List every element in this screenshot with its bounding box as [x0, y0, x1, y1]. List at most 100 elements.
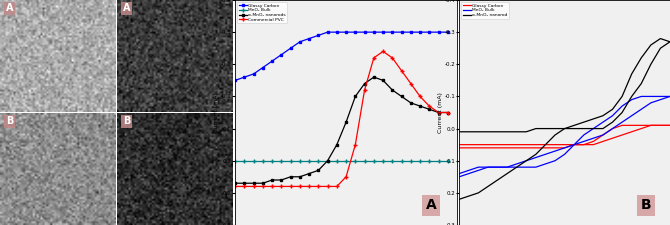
Commercial PVC [351, 143, 359, 146]
α-MnO₂ nanorods [444, 111, 452, 114]
Glassy Carbon [314, 34, 322, 37]
α-MnO₂ nanorods [360, 82, 369, 85]
MnO₂ Bulk [407, 159, 415, 162]
MnO₂ Bulk [324, 159, 332, 162]
Commercial PVC [314, 185, 322, 188]
MnO₂ Bulk [666, 95, 670, 98]
Text: B: B [6, 116, 13, 126]
MnO₂ Bulk [231, 159, 239, 162]
α-MnO₂ nanorods [277, 179, 285, 181]
Glassy Carbon [370, 31, 378, 34]
MnO₂ Bulk [541, 163, 549, 165]
MnO₂ Bulk [370, 159, 378, 162]
MnO₂ Bulk [351, 159, 359, 162]
α-MnO₂ nanorod [541, 143, 549, 146]
MnO₂ Bulk [570, 143, 578, 146]
Glassy Carbon [259, 66, 267, 69]
Text: A: A [6, 3, 13, 13]
MnO₂ Bulk [580, 134, 588, 136]
α-MnO₂ nanorod [532, 153, 540, 156]
α-MnO₂ nanorod [637, 56, 645, 59]
Glassy Carbon [474, 143, 482, 146]
α-MnO₂ nanorod [599, 114, 607, 117]
MnO₂ Bulk [513, 166, 521, 169]
Glassy Carbon [241, 76, 249, 79]
Glassy Carbon [305, 37, 313, 40]
α-MnO₂ nanorods [287, 176, 295, 178]
α-MnO₂ nanorods [435, 111, 443, 114]
MnO₂ Bulk [444, 159, 452, 162]
Glassy Carbon [231, 79, 239, 82]
Glassy Carbon [277, 53, 285, 56]
Line: MnO₂ Bulk: MnO₂ Bulk [459, 97, 670, 173]
MnO₂ Bulk [503, 166, 511, 169]
Text: A: A [123, 3, 131, 13]
MnO₂ Bulk [465, 169, 473, 172]
Commercial PVC [259, 185, 267, 188]
Commercial PVC [397, 69, 405, 72]
Glassy Carbon [351, 31, 359, 34]
α-MnO₂ nanorods [407, 101, 415, 104]
MnO₂ Bulk [268, 159, 276, 162]
α-MnO₂ nanorods [342, 121, 350, 124]
Y-axis label: Current (mA): Current (mA) [438, 92, 443, 133]
Glassy Carbon [484, 143, 492, 146]
α-MnO₂ nanorods [241, 182, 249, 184]
Glassy Carbon [379, 31, 387, 34]
Glassy Carbon [647, 124, 655, 127]
Glassy Carbon [628, 124, 636, 127]
MnO₂ Bulk [250, 159, 258, 162]
Glassy Carbon [268, 60, 276, 62]
α-MnO₂ nanorod [628, 73, 636, 75]
α-MnO₂ nanorods [268, 179, 276, 181]
MnO₂ Bulk [333, 159, 341, 162]
MnO₂ Bulk [523, 166, 531, 169]
α-MnO₂ nanorod [666, 40, 670, 43]
MnO₂ Bulk [425, 159, 433, 162]
Glassy Carbon [580, 143, 588, 146]
α-MnO₂ nanorod [551, 134, 559, 136]
MnO₂ Bulk [657, 95, 665, 98]
α-MnO₂ nanorod [590, 118, 598, 120]
Commercial PVC [250, 185, 258, 188]
Commercial PVC [305, 185, 313, 188]
MnO₂ Bulk [277, 159, 285, 162]
Commercial PVC [379, 50, 387, 53]
Glassy Carbon [287, 47, 295, 50]
Glassy Carbon [389, 31, 397, 34]
α-MnO₂ nanorod [657, 37, 665, 40]
Legend: Glassy Carbon, MnO₂ Bulk, α-MnO₂ nanorods, Commercial PVC: Glassy Carbon, MnO₂ Bulk, α-MnO₂ nanorod… [237, 2, 287, 23]
Line: MnO₂ Bulk: MnO₂ Bulk [233, 159, 450, 163]
Line: α-MnO₂ nanorods: α-MnO₂ nanorods [234, 76, 449, 184]
MnO₂ Bulk [474, 166, 482, 169]
Commercial PVC [435, 111, 443, 114]
α-MnO₂ nanorods [379, 79, 387, 82]
MnO₂ Bulk [287, 159, 295, 162]
α-MnO₂ nanorods [259, 182, 267, 184]
MnO₂ Bulk [379, 159, 387, 162]
α-MnO₂ nanorod [474, 191, 482, 194]
α-MnO₂ nanorod [647, 44, 655, 46]
Glassy Carbon [333, 31, 341, 34]
α-MnO₂ nanorod [580, 121, 588, 124]
Glassy Carbon [494, 143, 502, 146]
Text: A: A [426, 198, 437, 212]
Line: Commercial PVC: Commercial PVC [233, 49, 450, 189]
MnO₂ Bulk [435, 159, 443, 162]
Text: B: B [123, 116, 130, 126]
α-MnO₂ nanorod [570, 124, 578, 127]
MnO₂ Bulk [494, 166, 502, 169]
Glassy Carbon [250, 73, 258, 75]
Line: Glassy Carbon: Glassy Carbon [459, 125, 670, 145]
Glassy Carbon [296, 40, 304, 43]
MnO₂ Bulk [389, 159, 397, 162]
Commercial PVC [241, 185, 249, 188]
Commercial PVC [296, 185, 304, 188]
Glassy Carbon [513, 143, 521, 146]
MnO₂ Bulk [637, 95, 645, 98]
Commercial PVC [287, 185, 295, 188]
α-MnO₂ nanorods [305, 172, 313, 175]
MnO₂ Bulk [618, 105, 626, 107]
Line: Glassy Carbon: Glassy Carbon [234, 31, 449, 82]
α-MnO₂ nanorods [416, 105, 424, 107]
